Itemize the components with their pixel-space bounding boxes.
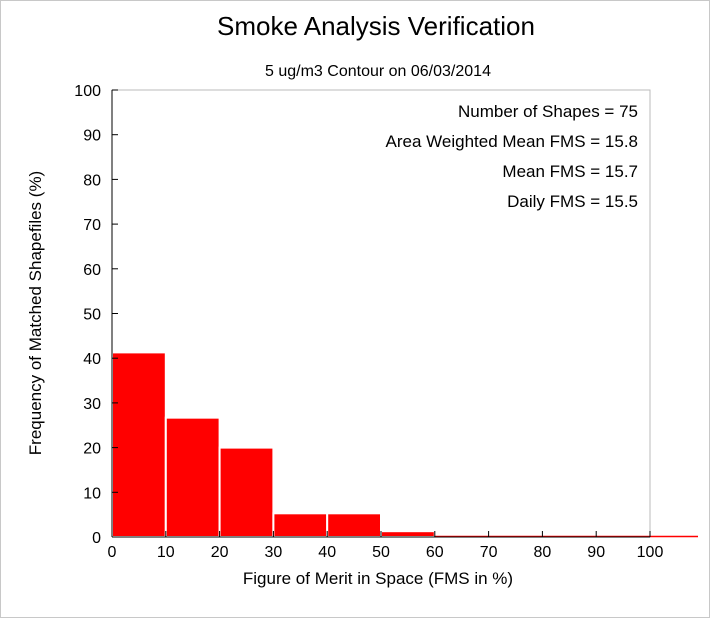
stat-line-0: Number of Shapes = 75 [458, 102, 638, 121]
x-tick-label-20: 20 [211, 544, 229, 561]
x-tick-label-70: 70 [480, 544, 498, 561]
x-tick-label-80: 80 [534, 544, 552, 561]
y-tick-label-50: 50 [83, 307, 101, 324]
y-tick-label-100: 100 [74, 83, 101, 100]
x-tick-label-90: 90 [587, 544, 605, 561]
x-tick-label-50: 50 [372, 544, 390, 561]
bar-20-30 [218, 446, 275, 539]
x-tick-label-10: 10 [157, 544, 175, 561]
y-tick-label-70: 70 [83, 217, 101, 234]
stat-line-3: Daily FMS = 15.5 [507, 192, 638, 211]
chart-title: Smoke Analysis Verification [217, 11, 535, 41]
y-tick-label-10: 10 [83, 485, 101, 502]
stat-line-1: Area Weighted Mean FMS = 15.8 [386, 132, 638, 151]
bar-group [111, 351, 698, 539]
bar-30-40 [272, 512, 329, 539]
stat-line-2: Mean FMS = 15.7 [502, 162, 638, 181]
bar-40-50 [326, 512, 383, 539]
tick-labels-group: 0 10 20 30 40 50 60 70 80 90 100 0 10 20 30 40 50 60 70 80 9… [74, 83, 663, 561]
x-tick-label-30: 30 [265, 544, 283, 561]
chart-subtitle: 5 ug/m3 Contour on 06/03/2014 [265, 63, 491, 80]
axes-group [111, 89, 651, 538]
y-tick-label-60: 60 [83, 262, 101, 279]
stats-annotation-group: Number of Shapes = 75 Area Weighted Mean … [386, 102, 638, 211]
y-tick-label-90: 90 [83, 128, 101, 145]
y-tick-label-0: 0 [92, 530, 101, 547]
y-tick-label-80: 80 [83, 172, 101, 189]
bar-0-10 [111, 351, 167, 538]
x-tick-label-40: 40 [318, 544, 336, 561]
x-tick-label-60: 60 [426, 544, 444, 561]
bar-10-20 [164, 416, 221, 538]
y-tick-label-30: 30 [83, 396, 101, 413]
bar-50-60 [380, 530, 436, 539]
y-axis-label: Frequency of Matched Shapefiles (%) [26, 171, 45, 455]
x-tick-label-100: 100 [637, 544, 664, 561]
x-axis-label: Figure of Merit in Space (FMS in %) [243, 569, 513, 588]
y-tick-label-20: 20 [83, 441, 101, 458]
x-tick-label-0: 0 [108, 544, 117, 561]
y-tick-label-40: 40 [83, 351, 101, 368]
